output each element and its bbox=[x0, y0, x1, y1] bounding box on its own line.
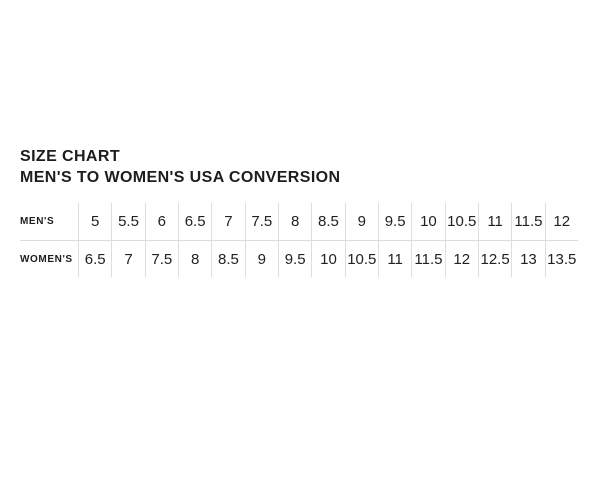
table-row-womens: WOMEN'S 6.5 7 7.5 8 8.5 9 9.5 10 10.5 11 11.5 12 12.5… bbox=[20, 240, 578, 277]
size-cell: 11 bbox=[477, 203, 511, 240]
size-cell: 9 bbox=[244, 241, 278, 277]
size-cell: 9.5 bbox=[377, 203, 411, 240]
size-cell: 7.5 bbox=[144, 241, 178, 277]
size-cell: 13.5 bbox=[544, 241, 578, 277]
size-cell: 7.5 bbox=[244, 203, 278, 240]
row-label: MEN'S bbox=[20, 216, 55, 227]
size-cell: 10.5 bbox=[444, 203, 478, 240]
size-cell: 6 bbox=[144, 203, 178, 240]
page-title: SIZE CHART bbox=[20, 148, 120, 165]
size-cell: 10.5 bbox=[344, 241, 378, 277]
size-cell: 8.5 bbox=[211, 241, 244, 277]
size-cell: 12 bbox=[444, 241, 478, 277]
size-cell: 11.5 bbox=[511, 203, 544, 240]
size-cell: 9 bbox=[344, 203, 378, 240]
size-cell: 7 bbox=[211, 203, 244, 240]
size-cell: 8 bbox=[277, 203, 311, 240]
size-cell: 9.5 bbox=[277, 241, 311, 277]
size-cell: 12 bbox=[544, 203, 578, 240]
size-cell: 13 bbox=[511, 241, 544, 277]
size-cell: 6.5 bbox=[78, 241, 111, 277]
size-cell: 5 bbox=[78, 203, 111, 240]
size-cell: 11 bbox=[377, 241, 411, 277]
size-chart-table: MEN'S 5 5.5 6 6.5 7 7.5 8 8.5 9 9.5 10 10.5 11 11.5 12 W… bbox=[20, 203, 578, 277]
size-cell: 10 bbox=[311, 241, 344, 277]
size-cell: 7 bbox=[111, 241, 144, 277]
size-cell: 8 bbox=[177, 241, 211, 277]
size-cell: 10 bbox=[411, 203, 444, 240]
row-label: WOMEN'S bbox=[20, 253, 73, 265]
size-cell: 11.5 bbox=[411, 241, 444, 277]
size-cell: 6.5 bbox=[177, 203, 211, 240]
size-cell: 5.5 bbox=[111, 203, 144, 240]
page-subtitle: MEN'S TO WOMEN'S USA CONVERSION bbox=[20, 169, 341, 186]
size-cell: 12.5 bbox=[477, 241, 511, 277]
size-cell: 8.5 bbox=[311, 203, 344, 240]
table-row-mens: MEN'S 5 5.5 6 6.5 7 7.5 8 8.5 9 9.5 10 10.5 11 11.5 12 bbox=[20, 203, 578, 240]
size-chart-header: SIZE CHART MEN'S TO WOMEN'S USA CONVERSI… bbox=[20, 146, 340, 188]
